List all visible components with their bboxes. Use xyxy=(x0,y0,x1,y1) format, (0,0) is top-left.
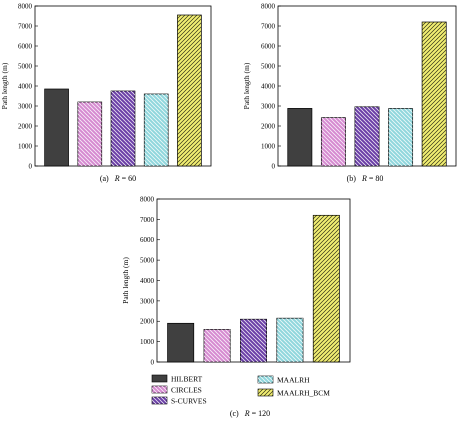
legend-item-s-curves: S-CURVES xyxy=(151,397,207,406)
bar-hatch xyxy=(313,215,340,362)
y-tick-label: 5000 xyxy=(18,62,33,70)
bar-hatch xyxy=(144,94,169,166)
chart-panel-2: 0 1000 2000 3000 4000 5000 6000 7000 8000 Path le… xyxy=(242,2,457,183)
bar-hatch xyxy=(177,15,202,166)
bar-hatch xyxy=(203,329,231,362)
caption-prefix: (c) xyxy=(230,409,239,418)
y-tick-label: 7000 xyxy=(140,216,155,224)
legend-swatch-hatch xyxy=(152,386,167,393)
caption-prefix: (a) xyxy=(100,174,109,183)
caption-prefix: (b) xyxy=(347,174,357,183)
y-tick-label: 8000 xyxy=(18,2,33,10)
y-tick-label: 0 xyxy=(272,162,276,170)
legend-label: MAALRH xyxy=(277,376,310,385)
y-tick-label: 6000 xyxy=(18,42,33,50)
bar-hatch xyxy=(77,102,102,166)
chart-panel-3: 0 1000 2000 3000 4000 5000 6000 7000 8000 Path le… xyxy=(121,195,351,418)
y-tick-label: 8000 xyxy=(140,195,155,203)
y-tick-label: 3000 xyxy=(140,297,155,305)
bar-hatch xyxy=(240,319,267,362)
bar-hilbert xyxy=(167,322,195,363)
legend-swatch-hatch xyxy=(152,397,167,404)
bar-hatch xyxy=(321,117,346,166)
y-tick-label: 4000 xyxy=(261,82,276,90)
panel-caption: (c) R = 120 xyxy=(230,409,270,418)
caption-value: = 60 xyxy=(122,174,137,183)
legend-swatch-hatch xyxy=(258,376,273,383)
y-axis-label: Path length (m) xyxy=(242,62,251,109)
y-tick-label: 6000 xyxy=(261,42,276,50)
y-axis-label: Path length (m) xyxy=(121,257,130,304)
caption-value: = 120 xyxy=(252,409,271,418)
y-tick-label: 1000 xyxy=(140,338,155,346)
legend-label: S-CURVES xyxy=(171,397,207,406)
chart-panels: 0 1000 2000 3000 4000 5000 6000 7000 8000 Path le… xyxy=(0,2,457,418)
y-tick-label: 7000 xyxy=(18,22,33,30)
chart-legend: HILBERT CIRCLES S-CURVES MAALRH MAALRH_BCM xyxy=(151,374,330,406)
bar-hatch xyxy=(422,22,447,166)
caption-variable: R xyxy=(244,409,250,418)
y-tick-label: 4000 xyxy=(18,82,33,90)
panel-caption: (b) R = 80 xyxy=(347,174,384,183)
y-tick-label: 6000 xyxy=(140,236,155,244)
legend-item-maalrh: MAALRH xyxy=(257,376,310,385)
bar-hatch xyxy=(276,318,304,362)
caption-variable: R xyxy=(114,174,120,183)
bar-hatch xyxy=(111,91,135,166)
y-tick-label: 0 xyxy=(29,162,33,170)
bar-hatch xyxy=(388,108,413,166)
y-tick-label: 5000 xyxy=(261,62,276,70)
y-tick-label: 8000 xyxy=(261,2,276,10)
legend-label: MAALRH_BCM xyxy=(277,389,330,398)
y-tick-label: 1000 xyxy=(261,142,276,150)
y-tick-label: 0 xyxy=(151,358,155,366)
y-tick-label: 3000 xyxy=(261,102,276,110)
y-tick-label: 2000 xyxy=(18,122,33,130)
y-axis-label: Path length (m) xyxy=(0,62,9,109)
bar-hilbert xyxy=(44,88,69,167)
y-tick-label: 4000 xyxy=(140,277,155,285)
legend-swatch xyxy=(151,374,168,383)
y-tick-label: 1000 xyxy=(18,142,33,150)
legend-label: CIRCLES xyxy=(171,386,202,395)
y-tick-label: 7000 xyxy=(261,22,276,30)
y-tick-label: 3000 xyxy=(18,102,33,110)
y-tick-label: 5000 xyxy=(140,257,155,265)
bar-hatch xyxy=(354,106,380,166)
panel-caption: (a) R = 60 xyxy=(100,174,136,183)
caption-variable: R xyxy=(361,174,367,183)
legend-item-hilbert: HILBERT xyxy=(151,374,203,384)
bar-hilbert xyxy=(287,108,313,167)
legend-item-maalrh-bcm: MAALRH_BCM xyxy=(257,389,330,398)
chart-panel-1: 0 1000 2000 3000 4000 5000 6000 7000 8000 Path le… xyxy=(0,2,212,183)
y-tick-label: 2000 xyxy=(140,318,155,326)
legend-item-circles: CIRCLES xyxy=(151,386,202,395)
legend-label: HILBERT xyxy=(171,375,203,384)
caption-value: = 80 xyxy=(369,174,384,183)
y-tick-label: 2000 xyxy=(261,122,276,130)
legend-swatch-hatch xyxy=(258,389,273,396)
